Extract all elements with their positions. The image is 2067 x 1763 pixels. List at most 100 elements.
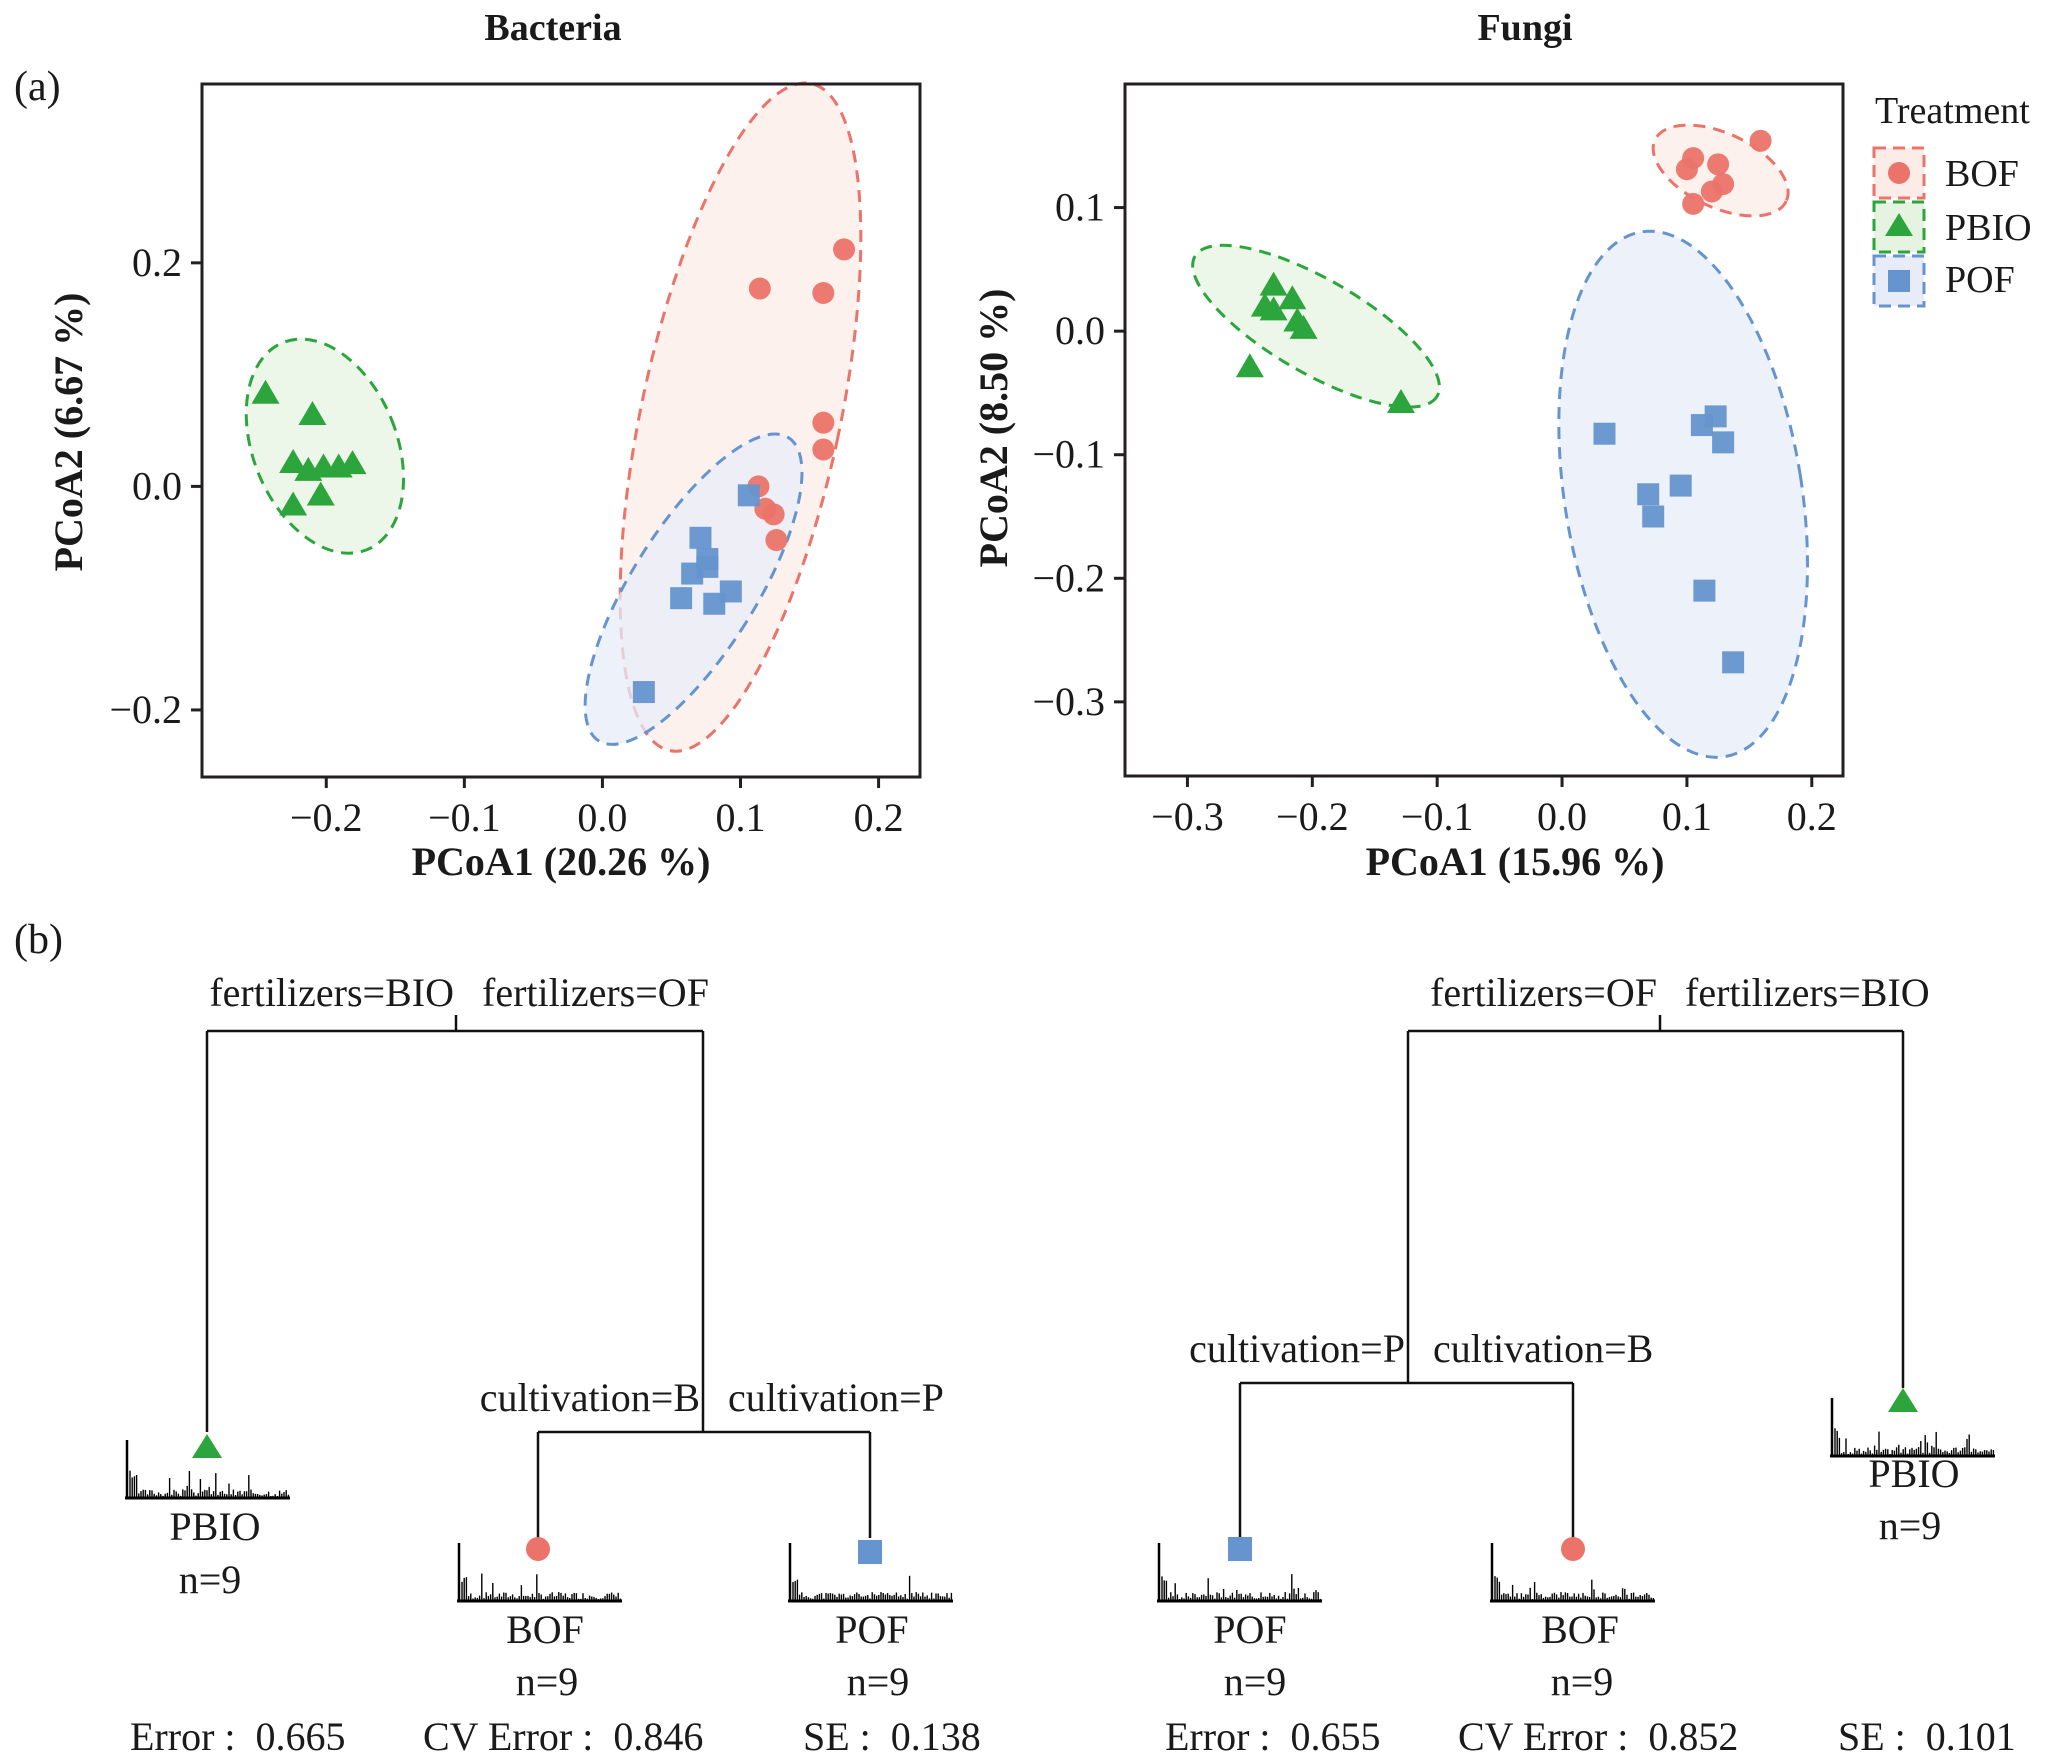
leaf-distribution-plot [1490, 1543, 1655, 1603]
data-point-pof [1722, 651, 1745, 674]
legend-label: POF [1945, 259, 2015, 301]
x-tick-label: 0.0 [577, 795, 627, 840]
data-point-pof [1593, 422, 1616, 445]
leaf-distribution-plot [457, 1543, 622, 1603]
leaf-distribution-plot [788, 1543, 953, 1603]
data-point-pof [1637, 483, 1660, 506]
data-point-pof [670, 587, 693, 610]
circle-marker-icon [526, 1537, 550, 1561]
cv-error-stat: CV Error : 0.852 [1458, 1714, 1738, 1759]
bacteria-regression-tree [205, 1015, 872, 1538]
x-tick-label: −0.2 [290, 795, 363, 840]
data-point-pof [696, 555, 719, 578]
data-point-pof [719, 580, 742, 603]
plot-frame [1123, 82, 1845, 778]
error-stat: Error : 0.665 [130, 1714, 346, 1759]
fungi-regression-tree [1238, 1015, 1905, 1538]
plot-frame [200, 82, 922, 779]
data-point-bof [762, 503, 785, 526]
leaf-count: n=9 [1879, 1503, 1942, 1548]
leaf-count: n=9 [516, 1659, 579, 1704]
bacteria-tree-labels: fertilizers=BIO fertilizers=OF cultivati… [125, 970, 981, 1759]
triangle-marker-icon [1885, 213, 1913, 236]
x-tick-label: 0.2 [854, 795, 904, 840]
leaf-count: n=9 [179, 1557, 242, 1602]
se-stat: SE : 0.101 [1838, 1714, 2016, 1759]
data-point-pbio [1259, 296, 1288, 321]
leaf-distribution-plot [1157, 1543, 1322, 1603]
data-point-pof [703, 592, 726, 615]
leaf-count: n=9 [1551, 1659, 1614, 1704]
legend: Treatment BOF PBIO POF [1872, 90, 2032, 308]
x-tick-label: −0.2 [1276, 794, 1349, 839]
data-point-bof [1707, 153, 1730, 176]
data-point-pbio [1235, 353, 1264, 378]
split-label: cultivation=B [1433, 1326, 1653, 1371]
data-point-bof [748, 277, 771, 300]
split-label: cultivation=P [728, 1375, 944, 1420]
leaf-label: PBIO [1868, 1451, 1959, 1496]
data-point-pof [1642, 505, 1665, 528]
data-point-pbio [251, 379, 280, 404]
square-marker-icon [1888, 270, 1910, 292]
leaf-label: PBIO [169, 1504, 260, 1549]
y-tick-label: 0.0 [132, 463, 182, 508]
data-point-pbio [1259, 271, 1288, 296]
bacteria-pcoa-chart: Bacteria −0.2 −0.1 0.0 0.1 0.2 −0.2 0.0 0.2 PC… [46, 7, 922, 884]
square-marker-icon [1228, 1537, 1252, 1561]
error-stat: Error : 0.655 [1165, 1714, 1381, 1759]
x-tick-label: 0.2 [1787, 794, 1837, 839]
chart-title: Bacteria [484, 7, 621, 49]
legend-item-pbio: PBIO [1872, 200, 2032, 254]
data-point-pof [1693, 579, 1716, 602]
leaf-label: BOF [1541, 1607, 1619, 1652]
data-point-pbio [1278, 285, 1307, 310]
y-tick-label: −0.2 [1032, 555, 1105, 600]
se-stat: SE : 0.138 [803, 1714, 981, 1759]
data-point-bof [765, 529, 788, 552]
confidence-ellipse-pbio [1191, 243, 1441, 409]
confidence-ellipse-pbio [244, 337, 406, 555]
data-point-bof [812, 411, 835, 434]
legend-swatch [1872, 254, 1926, 308]
y-tick-label: −0.3 [1032, 679, 1105, 724]
leaf-distribution-plot [125, 1440, 290, 1500]
data-point-bof [1675, 158, 1698, 181]
leaf-label: BOF [506, 1607, 584, 1652]
split-label: fertilizers=OF [482, 970, 709, 1015]
data-point-pbio [1289, 314, 1318, 339]
split-label: fertilizers=BIO [209, 970, 454, 1015]
x-tick-label: 0.0 [1537, 794, 1587, 839]
data-point-pbio [338, 450, 367, 475]
y-tick-label: 0.0 [1055, 308, 1105, 353]
y-tick-label: −0.1 [1032, 432, 1105, 477]
panel-b-label: (b) [14, 917, 63, 963]
split-label: fertilizers=BIO [1685, 970, 1930, 1015]
x-axis-label: PCoA1 (20.26 %) [412, 839, 711, 884]
legend-item-bof: BOF [1872, 146, 2019, 200]
y-tick-label: −0.2 [109, 687, 182, 732]
triangle-marker-icon [192, 1434, 222, 1458]
data-point-pbio [298, 400, 327, 425]
data-point-pbio [306, 481, 335, 506]
y-axis-label: PCoA2 (6.67 %) [46, 293, 91, 572]
data-point-bof [812, 282, 835, 305]
y-tick-label: 0.2 [132, 240, 182, 285]
data-point-bof [1682, 192, 1705, 215]
cv-error-stat: CV Error : 0.846 [423, 1714, 703, 1759]
fungi-tree-labels: fertilizers=OF fertilizers=BIO cultivati… [1157, 970, 2016, 1759]
data-point-pbio [279, 449, 308, 474]
legend-item-pof: POF [1872, 254, 2015, 308]
legend-title: Treatment [1875, 90, 2030, 132]
y-axis-label: PCoA2 (8.50 %) [971, 289, 1016, 568]
x-tick-label: 0.1 [1662, 794, 1712, 839]
data-point-pof [632, 681, 655, 704]
split-label: cultivation=P [1189, 1326, 1405, 1371]
chart-title: Fungi [1477, 7, 1572, 49]
data-point-pbio [279, 491, 308, 516]
data-point-pof [1712, 431, 1735, 454]
data-point-bof [1700, 180, 1723, 203]
x-tick-label: −0.3 [1151, 794, 1224, 839]
data-point-bof [812, 438, 835, 461]
